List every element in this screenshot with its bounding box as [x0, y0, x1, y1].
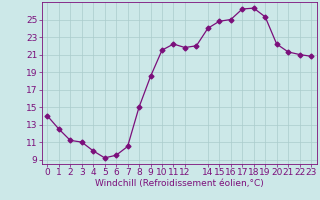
X-axis label: Windchill (Refroidissement éolien,°C): Windchill (Refroidissement éolien,°C): [95, 179, 264, 188]
